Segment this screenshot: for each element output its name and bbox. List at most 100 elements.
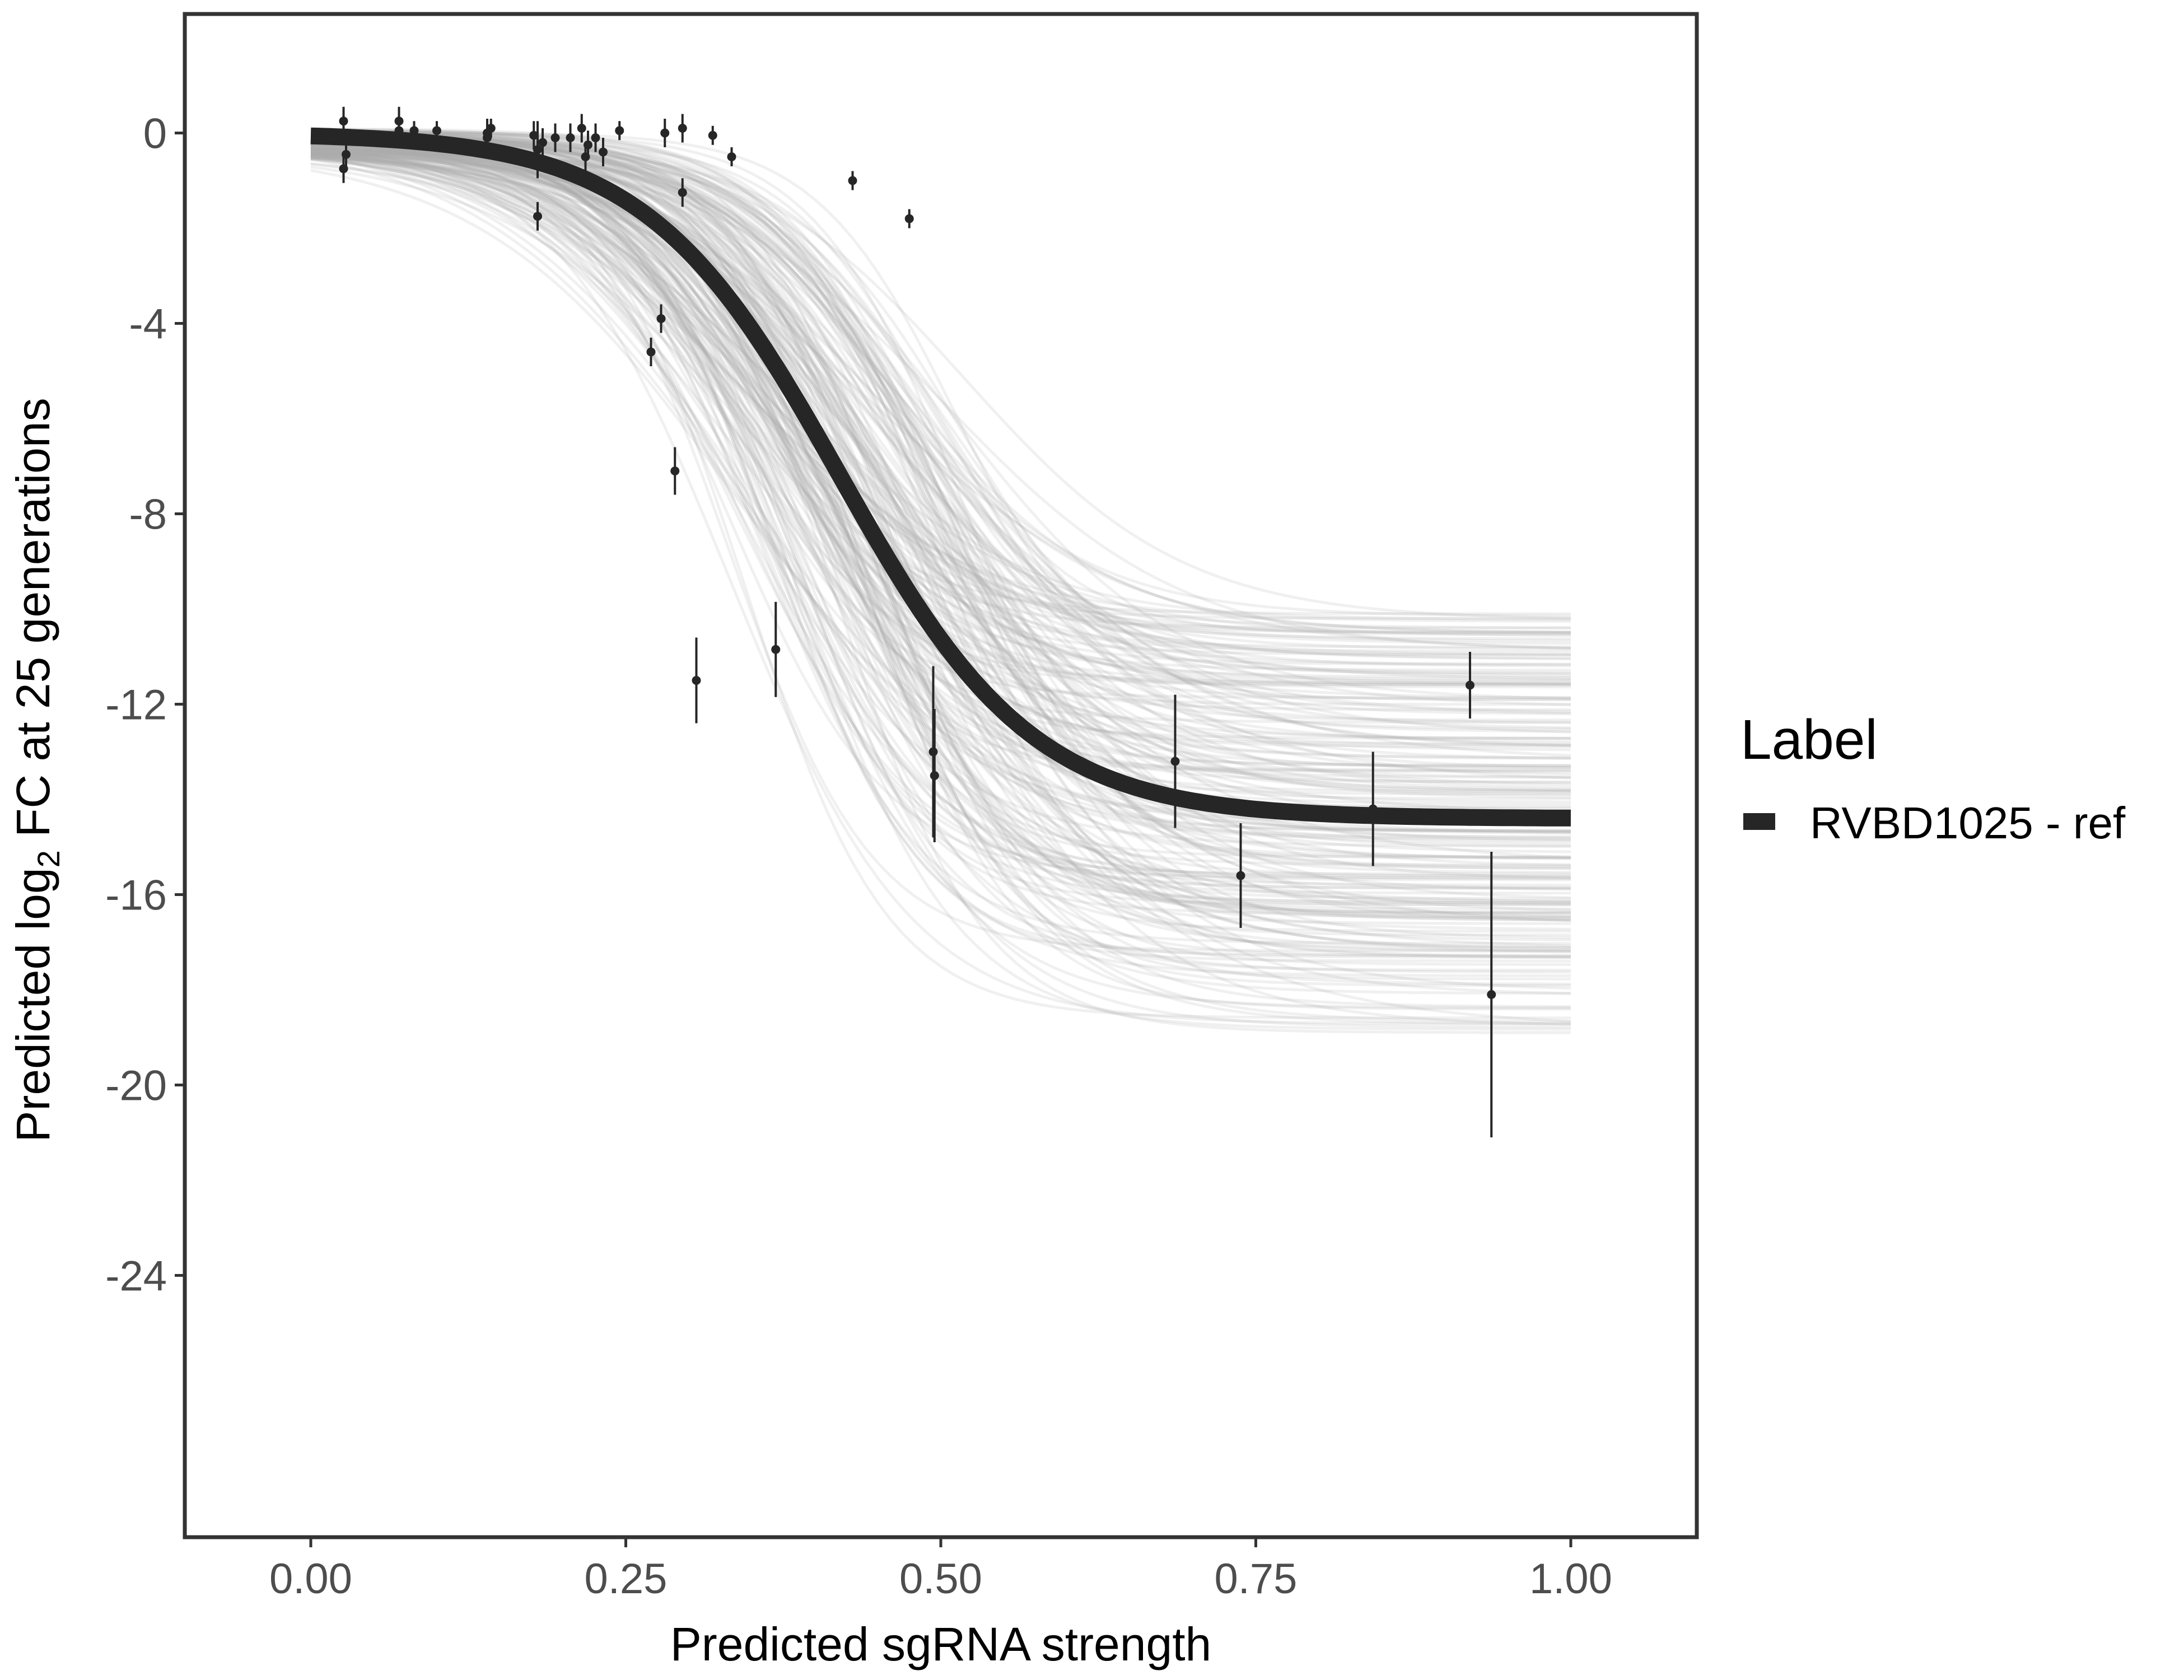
y-tick-label: -12 (105, 682, 167, 729)
posterior-draw-line (310, 129, 1571, 914)
posterior-draw-line (310, 143, 1571, 859)
posterior-draw-line (310, 133, 1571, 768)
y-tick-label: -24 (105, 1253, 167, 1300)
posterior-draw-line (310, 141, 1571, 786)
posterior-draw-line (310, 130, 1571, 730)
posterior-draw-line (310, 137, 1571, 890)
posterior-draw-line (310, 136, 1571, 839)
posterior-draw-line (310, 141, 1571, 977)
fit-curve-line (310, 127, 1571, 827)
posterior-draw-line (310, 153, 1571, 1034)
posterior-draw-line (310, 147, 1571, 682)
x-tick-label: 1.00 (1529, 1555, 1612, 1603)
posterior-draw-line (310, 147, 1571, 743)
posterior-draw-line (310, 138, 1571, 974)
posterior-draw-line (310, 153, 1571, 952)
y-axis: 0 -4 -8 -12 -16 -20 -24 (105, 110, 185, 1300)
posterior-draw-line (310, 151, 1571, 793)
posterior-draw-line (310, 132, 1571, 907)
posterior-draw-line (310, 132, 1571, 800)
posterior-draw-line (310, 137, 1571, 685)
posterior-draw-line (310, 128, 1571, 937)
data-point (1487, 990, 1496, 999)
x-tick-label: 0.50 (899, 1555, 982, 1603)
data-point (930, 771, 939, 780)
posterior-draw-line (310, 150, 1571, 945)
posterior-draw-line (310, 142, 1571, 881)
posterior-draw-line (310, 152, 1571, 760)
data-point (678, 188, 687, 197)
posterior-draw-line (310, 136, 1571, 634)
data-point (646, 347, 656, 357)
posterior-draw-line (310, 142, 1571, 699)
posterior-draw-line (310, 156, 1571, 995)
data-point (432, 126, 441, 136)
posterior-draw-line (311, 129, 1571, 919)
x-axis-title: Predicted sgRNA strength (670, 1618, 1212, 1670)
posterior-draw-line (310, 139, 1571, 904)
data-point (566, 133, 575, 142)
data-point (577, 124, 586, 133)
posterior-draw-line (310, 165, 1571, 724)
posterior-draw-line (310, 133, 1571, 748)
posterior-draw-line (310, 133, 1571, 679)
posterior-draw-line (310, 143, 1571, 629)
posterior-draw-line (310, 143, 1571, 629)
posterior-draw-line (310, 134, 1571, 848)
posterior-draw-line (310, 153, 1571, 953)
posterior-draw-line (310, 141, 1571, 722)
data-point (599, 147, 608, 157)
posterior-draw-line (310, 134, 1571, 796)
posterior-draw-line (310, 137, 1571, 860)
data-point (904, 214, 914, 223)
posterior-draw-line (310, 157, 1571, 845)
data-point (409, 126, 419, 136)
data-point (486, 124, 496, 133)
posterior-draw-line (310, 141, 1571, 780)
posterior-draw-line (310, 131, 1571, 842)
posterior-draw-line (310, 154, 1571, 1025)
posterior-draw-line (310, 129, 1571, 675)
y-tick-label: -4 (129, 301, 167, 348)
posterior-draw-line (310, 133, 1571, 620)
y-axis-title-post: FC at 25 generations (7, 398, 59, 850)
posterior-draw-line (310, 152, 1571, 767)
posterior-draw-line (310, 128, 1571, 713)
y-tick-label: -8 (129, 491, 167, 539)
posterior-draw-line (310, 137, 1571, 1010)
posterior-draw-line (310, 139, 1571, 915)
posterior-draw-line (310, 147, 1571, 957)
data-point (708, 130, 717, 140)
posterior-draw-line (310, 137, 1571, 675)
posterior-draw-line (310, 169, 1571, 835)
posterior-draw-line (310, 129, 1571, 634)
posterior-draw-line (310, 149, 1571, 715)
posterior-draw-line (310, 128, 1571, 939)
data-point (1466, 680, 1474, 690)
posterior-draw-line (310, 158, 1571, 779)
posterior-draw-line (310, 146, 1571, 848)
posterior-draw-line (310, 144, 1571, 1026)
posterior-draw-line (310, 128, 1571, 760)
data-point (678, 124, 687, 133)
data-point (692, 676, 701, 685)
posterior-draw-line (310, 133, 1571, 858)
posterior-draw-line (310, 155, 1571, 948)
posterior-draw-line (310, 153, 1571, 903)
posterior-draw-line (310, 146, 1571, 853)
x-axis: 0.00 0.25 0.50 0.75 1.00 (269, 1537, 1612, 1603)
posterior-draw-line (310, 150, 1571, 813)
data-point (529, 130, 539, 140)
posterior-draw-line (310, 153, 1571, 833)
posterior-draw-line (310, 127, 1571, 769)
posterior-draw-line (310, 134, 1571, 972)
posterior-draw-line (310, 154, 1571, 1023)
posterior-draw-line (310, 143, 1571, 686)
y-tick-label: -20 (105, 1062, 167, 1110)
posterior-draw-line (310, 142, 1571, 672)
data-point (727, 152, 736, 161)
posterior-draw-line (310, 143, 1571, 653)
posterior-draw-line (310, 152, 1571, 880)
data-point (1368, 804, 1378, 814)
